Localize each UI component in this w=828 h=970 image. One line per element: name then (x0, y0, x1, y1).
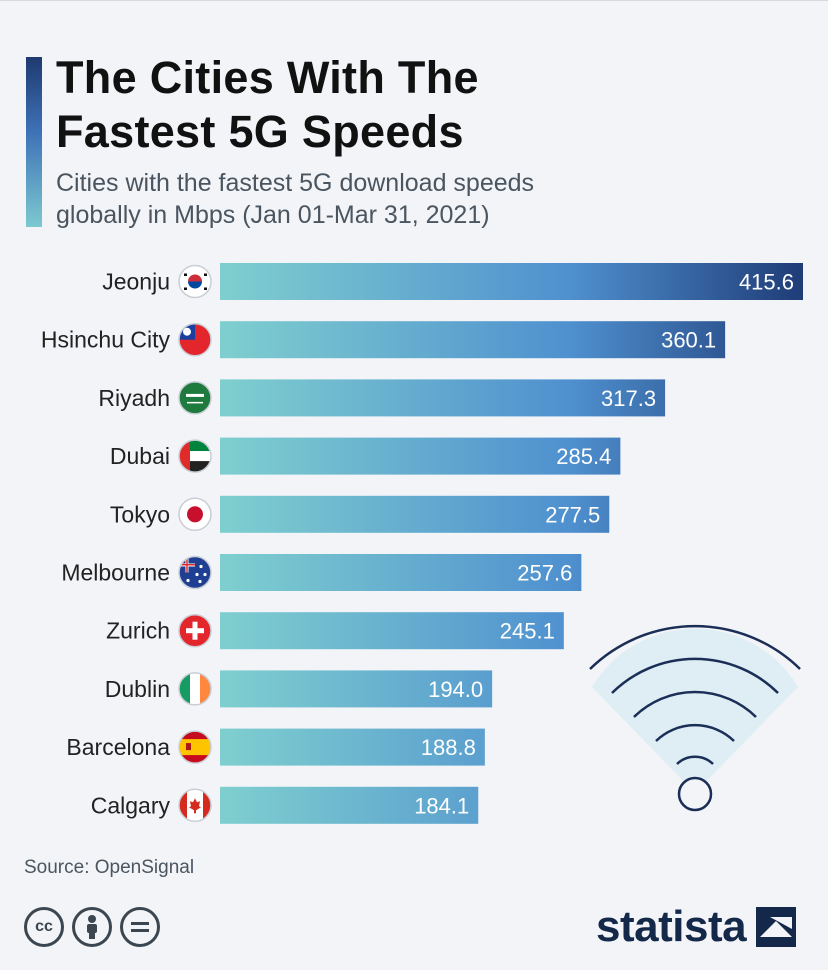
bar-dublin (220, 670, 493, 708)
title-line-1: The Cities With The (56, 52, 479, 103)
category-label: Hsinchu City (41, 327, 171, 353)
category-label: Barcelona (66, 734, 170, 760)
bar-zurich (220, 612, 564, 650)
bar-jeonju (220, 263, 803, 300)
chart-title: The Cities With The Fastest 5G Speeds (56, 51, 756, 159)
equals-icon[interactable] (120, 907, 160, 947)
category-label: Dubai (110, 443, 170, 469)
person-icon[interactable] (72, 907, 112, 947)
bar-calgary (220, 786, 479, 824)
category-label: Jeonju (102, 269, 170, 295)
category-label: Dublin (105, 676, 170, 702)
title-line-2: Fastest 5G Speeds (56, 106, 464, 157)
bar-value-label: 285.4 (556, 444, 611, 469)
statista-logo-icon (756, 907, 797, 947)
saudi-arabia-flag-icon (178, 381, 212, 415)
bar-value-label: 360.1 (661, 328, 716, 353)
bar-tokyo (220, 495, 610, 533)
bar-melbourne (220, 554, 582, 591)
canada-flag-icon (178, 788, 212, 823)
category-label: Riyadh (98, 385, 170, 411)
south-korea-flag-icon (178, 264, 212, 299)
bar-value-label: 188.8 (421, 735, 476, 760)
bar-barcelona (220, 728, 485, 766)
category-label: Calgary (91, 792, 171, 818)
ireland-flag-icon (178, 672, 212, 706)
bar-hsinchu-city (220, 321, 726, 359)
title-accent-bar (26, 57, 42, 227)
statista-logo[interactable]: statista (596, 901, 797, 953)
taiwan-flag-icon (178, 322, 212, 357)
japan-flag-icon (178, 497, 212, 532)
bar-value-label: 245.1 (500, 619, 555, 644)
source-note: Source: OpenSignal (24, 857, 195, 878)
uae-flag-icon (178, 439, 212, 473)
bar-dubai (220, 437, 621, 475)
bar-value-label: 194.0 (428, 677, 483, 702)
chart-subtitle: Cities with the fastest 5G download spee… (56, 167, 676, 231)
bar-value-label: 277.5 (545, 502, 600, 527)
brand-name: statista (596, 902, 747, 951)
wifi-icon (589, 624, 801, 812)
subtitle-line-1: Cities with the fastest 5G download spee… (56, 169, 535, 197)
cc-icon[interactable]: cc (24, 907, 64, 947)
bar-value-label: 415.6 (739, 270, 794, 295)
bar-value-label: 317.3 (601, 386, 656, 411)
category-label: Zurich (106, 618, 170, 644)
bar-riyadh (220, 379, 666, 417)
australia-flag-icon (178, 555, 212, 590)
subtitle-line-2: globally in Mbps (Jan 01-Mar 31, 2021) (56, 201, 490, 229)
bar-value-label: 184.1 (414, 793, 469, 818)
spain-flag-icon (178, 730, 212, 764)
category-label: Melbourne (61, 560, 170, 586)
switzerland-flag-icon (178, 613, 212, 648)
license-icons: cc (24, 907, 160, 947)
category-label: Tokyo (110, 501, 170, 527)
bar-value-label: 257.6 (517, 561, 572, 586)
